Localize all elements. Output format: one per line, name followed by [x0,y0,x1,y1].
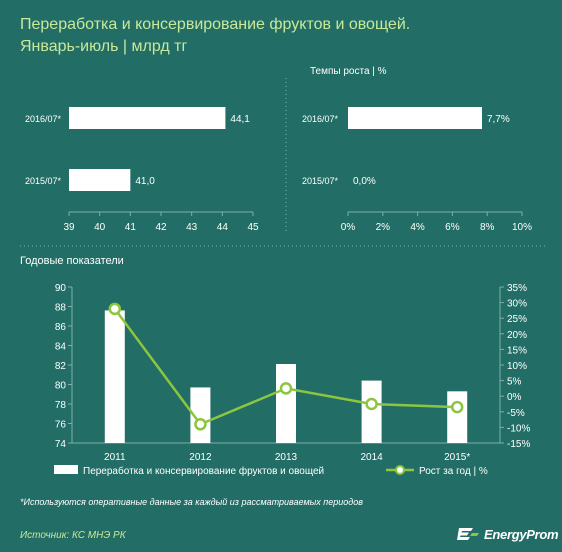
x-tick-label: 2011 [104,452,126,463]
data-label: 0,0% [353,176,376,187]
y-tick-label: 80 [55,381,67,392]
category-label: 2015/07* [25,176,62,186]
x-tick-label: 42 [155,222,167,233]
x-tick-label: 2015* [444,452,470,463]
y-tick-label-right: 20% [507,330,527,341]
y-tick-label: 86 [55,322,67,333]
y-tick-label-right: 25% [507,314,527,325]
x-tick-label: 41 [125,222,137,233]
category-label: 2016/07* [302,114,339,124]
x-tick-label: 2012 [189,452,212,463]
y-tick-label-right: -5% [507,408,525,419]
line-point [194,418,207,431]
page-title: Переработка и консервирование фруктов и … [20,14,410,58]
y-tick-label-right: 30% [507,299,527,310]
data-label: 41,0 [135,176,155,187]
data-label: 44,1 [230,114,250,125]
bar [69,107,226,129]
y-tick-label: 74 [55,439,67,450]
y-tick-label: 84 [55,342,67,353]
bar [348,107,482,129]
y-tick-label-right: -10% [507,423,530,434]
brand-name: EnergyProm [484,526,559,542]
legend-label: Рост за год | % [419,466,488,477]
legend-swatch-bar [54,465,78,474]
bar [190,387,211,443]
y-tick-label-right: 10% [507,361,527,372]
footnote: *Используются оперативные данные за кажд… [20,497,363,507]
line-point [365,397,378,411]
x-tick-label: 4% [410,222,425,233]
category-label: 2015/07* [302,176,339,186]
x-tick-label: 10% [512,222,532,233]
y-tick-label-right: 35% [507,283,527,294]
line-point [108,302,122,316]
x-tick-label: 39 [63,222,75,233]
line-point [279,382,293,395]
x-tick-label: 0% [341,222,356,233]
y-tick-label-right: 5% [507,377,522,388]
line-point [450,400,464,414]
x-tick-label: 6% [445,222,460,233]
chart-subtitle: Январь-июль | млрд тг [20,38,188,55]
x-tick-label: 45 [247,222,259,233]
x-tick-label: 8% [480,222,495,233]
source-note: Источник: КС МНЭ РК [20,530,126,541]
legend-swatch-marker [395,465,405,475]
y-tick-label: 82 [55,361,67,372]
bar [69,169,131,191]
x-tick-label: 2013 [275,452,298,463]
x-tick-label: 2% [376,222,391,233]
x-tick-label: 2014 [360,452,383,463]
bar [447,391,468,443]
data-label: 7,7% [487,114,510,125]
legend-label: Переработка и консервирование фруктов и … [83,465,324,477]
y-tick-label: 78 [55,400,67,411]
x-tick-label: 40 [94,222,106,233]
y-tick-label: 88 [55,303,67,314]
chart-title: Годовые показатели [20,255,124,267]
category-label: 2016/07* [25,114,62,124]
x-tick-label: 43 [186,222,198,233]
x-tick-label: 44 [217,222,229,233]
energyprom-logo-icon [457,528,479,540]
chart-title: Переработка и консервирование фруктов и … [20,16,411,33]
y-tick-label-right: 15% [507,345,527,356]
bar [104,310,125,443]
y-tick-label-right: -15% [507,439,530,450]
y-tick-label-right: 0% [507,392,522,403]
brand-logo: EnergyProm [456,525,559,543]
bar [276,364,296,443]
y-tick-label: 76 [55,420,67,431]
bar [361,380,382,443]
y-tick-label: 90 [55,283,67,294]
chart-title: Темпы роста | % [310,66,387,77]
